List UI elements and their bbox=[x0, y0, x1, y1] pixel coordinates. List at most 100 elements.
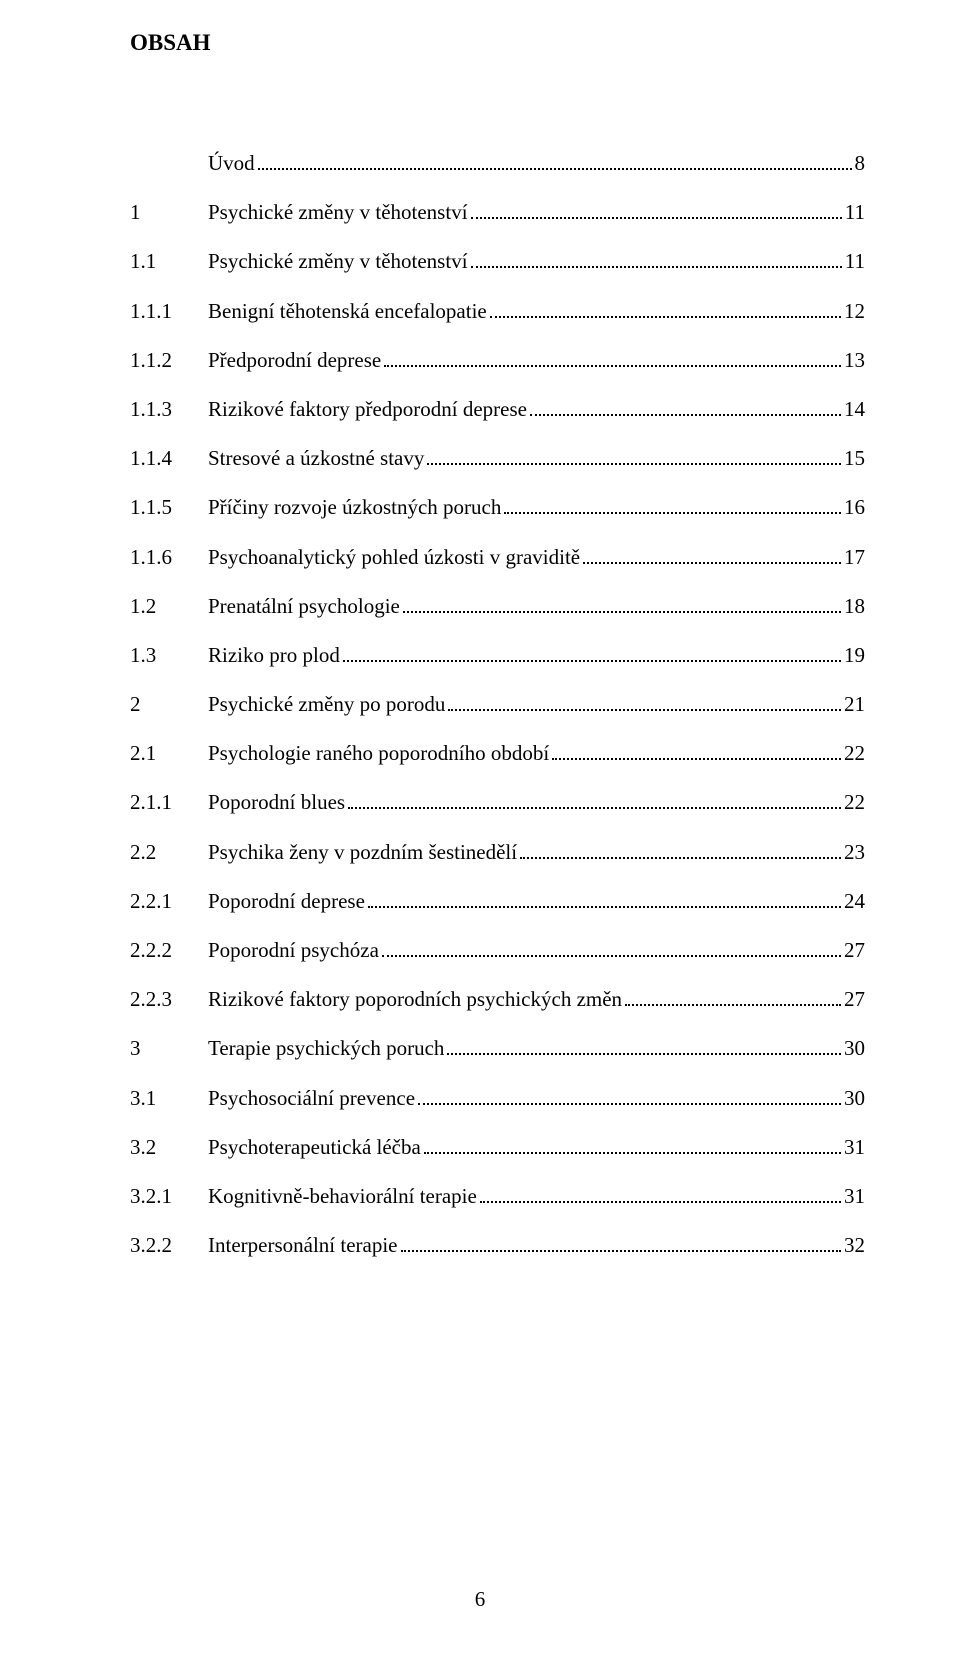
toc-entry-body: Psychoanalytický pohled úzkosti v gravid… bbox=[208, 545, 865, 570]
toc-entry-page: 12 bbox=[844, 299, 865, 324]
toc-entry-page: 30 bbox=[844, 1036, 865, 1061]
toc-entry-page: 31 bbox=[844, 1135, 865, 1160]
toc-leader-dots bbox=[490, 303, 841, 318]
toc-leader-dots bbox=[625, 992, 841, 1007]
toc-entry-number: 3.2.1 bbox=[130, 1184, 208, 1209]
toc-entry-body: Stresové a úzkostné stavy 15 bbox=[208, 446, 865, 471]
toc-entry-label: Psychoterapeutická léčba bbox=[208, 1135, 421, 1160]
toc-entry: 3Terapie psychických poruch30 bbox=[130, 1036, 865, 1061]
toc-entry-body: Psychoterapeutická léčba 31 bbox=[208, 1135, 865, 1160]
toc-entry-label: Stresové a úzkostné stavy bbox=[208, 446, 424, 471]
toc-entry-number: 2 bbox=[130, 692, 208, 717]
toc-leader-dots bbox=[427, 451, 841, 466]
toc-entry-page: 22 bbox=[844, 741, 865, 766]
toc-entry-number: 3.2.2 bbox=[130, 1233, 208, 1258]
toc-entry: 1.1Psychické změny v těhotenství 11 bbox=[130, 249, 865, 274]
toc-entry-label: Psychické změny v těhotenství bbox=[208, 200, 468, 225]
toc-entry: 1Psychické změny v těhotenství11 bbox=[130, 200, 865, 225]
toc-entry-page: 21 bbox=[844, 692, 865, 717]
toc-leader-dots bbox=[403, 598, 841, 613]
toc-entry: 2Psychické změny po porodu 21 bbox=[130, 692, 865, 717]
toc-leader-dots bbox=[447, 1041, 841, 1056]
toc-leader-dots bbox=[384, 352, 841, 367]
toc-entry: 1.3Riziko pro plod 19 bbox=[130, 643, 865, 668]
toc-entry-body: Úvod8 bbox=[208, 151, 865, 176]
toc-entry-label: Rizikové faktory předporodní deprese bbox=[208, 397, 527, 422]
toc-entry-number: 3 bbox=[130, 1036, 208, 1061]
toc-leader-dots bbox=[471, 205, 842, 220]
toc-entry: 3.2Psychoterapeutická léčba 31 bbox=[130, 1135, 865, 1160]
toc-entry: 3.2.1Kognitivně-behaviorální terapie 31 bbox=[130, 1184, 865, 1209]
toc-entry-page: 17 bbox=[844, 545, 865, 570]
toc-entry-page: 24 bbox=[844, 889, 865, 914]
toc-entry: Úvod8 bbox=[130, 151, 865, 176]
toc-entry-body: Poporodní deprese 24 bbox=[208, 889, 865, 914]
toc-entry-label: Kognitivně-behaviorální terapie bbox=[208, 1184, 477, 1209]
toc-leader-dots bbox=[368, 893, 841, 908]
toc-entry-number: 1.2 bbox=[130, 594, 208, 619]
toc-entry-label: Psychika ženy v pozdním šestinedělí bbox=[208, 840, 517, 865]
page-heading: OBSAH bbox=[130, 30, 865, 56]
toc-entry-number: 3.2 bbox=[130, 1135, 208, 1160]
toc-leader-dots bbox=[530, 401, 841, 416]
toc-leader-dots bbox=[382, 942, 841, 957]
toc-entry-page: 19 bbox=[844, 643, 865, 668]
toc-leader-dots bbox=[552, 746, 841, 761]
toc-entry-number: 1.1.2 bbox=[130, 348, 208, 373]
toc-entry-label: Riziko pro plod bbox=[208, 643, 340, 668]
toc-entry-number: 1.1.6 bbox=[130, 545, 208, 570]
toc-entry-label: Poporodní blues bbox=[208, 790, 345, 815]
toc-entry-label: Poporodní deprese bbox=[208, 889, 365, 914]
toc-entry-label: Psychické změny po porodu bbox=[208, 692, 445, 717]
toc-entry-page: 27 bbox=[844, 987, 865, 1012]
toc-entry-label: Benigní těhotenská encefalopatie bbox=[208, 299, 487, 324]
toc-leader-dots bbox=[448, 696, 841, 711]
toc-entry: 1.1.1Benigní těhotenská encefalopatie 12 bbox=[130, 299, 865, 324]
toc-leader-dots bbox=[504, 500, 841, 515]
toc-entry-number: 2.2.3 bbox=[130, 987, 208, 1012]
toc-leader-dots bbox=[258, 155, 852, 170]
page-number-footer: 6 bbox=[0, 1587, 960, 1612]
toc-entry: 2.2.2Poporodní psychóza 27 bbox=[130, 938, 865, 963]
toc-leader-dots bbox=[583, 549, 841, 564]
toc-entry-body: Předporodní deprese 13 bbox=[208, 348, 865, 373]
toc-entry-number: 1.1.3 bbox=[130, 397, 208, 422]
toc-entry-page: 23 bbox=[844, 840, 865, 865]
toc-entry-page: 27 bbox=[844, 938, 865, 963]
toc-entry-page: 18 bbox=[844, 594, 865, 619]
toc-entry: 1.1.2Předporodní deprese 13 bbox=[130, 348, 865, 373]
document-page: OBSAH Úvod81Psychické změny v těhotenstv… bbox=[0, 0, 960, 1657]
toc-entry-body: Psychika ženy v pozdním šestinedělí 23 bbox=[208, 840, 865, 865]
toc-entry-body: Riziko pro plod 19 bbox=[208, 643, 865, 668]
toc-entry-body: Psychické změny v těhotenství11 bbox=[208, 200, 865, 225]
toc-entry-body: Kognitivně-behaviorální terapie 31 bbox=[208, 1184, 865, 1209]
toc-entry-body: Psychologie raného poporodního období 22 bbox=[208, 741, 865, 766]
toc-entry-body: Rizikové faktory poporodních psychických… bbox=[208, 987, 865, 1012]
toc-entry-number: 1 bbox=[130, 200, 208, 225]
toc-entry-number: 1.1.5 bbox=[130, 495, 208, 520]
toc-entry-label: Psychické změny v těhotenství bbox=[208, 249, 468, 274]
toc-entry-body: Benigní těhotenská encefalopatie 12 bbox=[208, 299, 865, 324]
toc-entry-page: 15 bbox=[844, 446, 865, 471]
toc-entry-body: Rizikové faktory předporodní deprese 14 bbox=[208, 397, 865, 422]
toc-entry-page: 31 bbox=[844, 1184, 865, 1209]
toc-entry: 2.2.3Rizikové faktory poporodních psychi… bbox=[130, 987, 865, 1012]
toc-leader-dots bbox=[471, 254, 842, 269]
toc-entry: 1.1.5Příčiny rozvoje úzkostných poruch 1… bbox=[130, 495, 865, 520]
toc-entry-number: 1.3 bbox=[130, 643, 208, 668]
toc-entry-page: 30 bbox=[844, 1086, 865, 1111]
toc-leader-dots bbox=[401, 1238, 842, 1253]
toc-entry: 1.2Prenatální psychologie 18 bbox=[130, 594, 865, 619]
toc-entry-number: 2.2 bbox=[130, 840, 208, 865]
toc-entry-number: 2.2.1 bbox=[130, 889, 208, 914]
toc-entry-body: Psychosociální prevence 30 bbox=[208, 1086, 865, 1111]
toc-entry-number: 2.2.2 bbox=[130, 938, 208, 963]
toc-entry-page: 14 bbox=[844, 397, 865, 422]
toc-leader-dots bbox=[343, 647, 841, 662]
toc-entry-number: 1.1.4 bbox=[130, 446, 208, 471]
table-of-contents: Úvod81Psychické změny v těhotenství111.1… bbox=[130, 151, 865, 1258]
toc-entry: 1.1.6Psychoanalytický pohled úzkosti v g… bbox=[130, 545, 865, 570]
toc-entry: 2.1.1Poporodní blues 22 bbox=[130, 790, 865, 815]
toc-entry-number: 3.1 bbox=[130, 1086, 208, 1111]
toc-leader-dots bbox=[348, 795, 841, 810]
